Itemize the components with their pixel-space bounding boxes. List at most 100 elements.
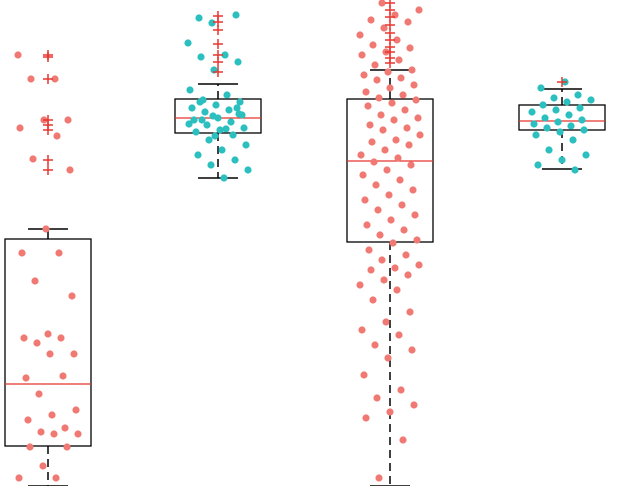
point — [203, 121, 211, 129]
point — [361, 196, 369, 204]
point — [380, 276, 388, 284]
point — [209, 112, 217, 120]
point — [196, 98, 204, 106]
point — [386, 84, 394, 92]
point — [26, 443, 34, 451]
outlier — [43, 52, 53, 62]
point — [227, 118, 235, 126]
outlier — [213, 25, 223, 35]
point — [532, 131, 540, 139]
point — [52, 474, 60, 482]
point — [389, 239, 397, 247]
outlier — [385, 58, 395, 68]
point — [29, 155, 37, 163]
point — [414, 114, 422, 122]
point — [220, 174, 228, 182]
point — [416, 131, 424, 139]
point — [18, 249, 26, 257]
point — [211, 132, 219, 140]
box — [4, 238, 92, 447]
point — [396, 176, 404, 184]
point — [367, 266, 375, 274]
point — [51, 75, 59, 83]
point — [373, 76, 381, 84]
point — [388, 99, 396, 107]
point — [244, 166, 252, 174]
point — [39, 462, 47, 470]
point — [554, 118, 562, 126]
point — [393, 36, 401, 44]
point — [68, 292, 76, 300]
point — [194, 151, 202, 159]
point — [57, 334, 65, 342]
point — [192, 128, 200, 136]
outlier — [43, 125, 53, 135]
point — [398, 201, 406, 209]
point — [399, 436, 407, 444]
point — [373, 394, 381, 402]
point — [231, 156, 239, 164]
point — [545, 146, 553, 154]
point — [235, 110, 243, 118]
point — [415, 261, 423, 269]
point — [59, 372, 67, 380]
point — [408, 66, 416, 74]
point — [387, 216, 395, 224]
point — [550, 94, 558, 102]
point — [356, 281, 364, 289]
point — [384, 354, 392, 362]
point — [221, 51, 229, 59]
point — [394, 154, 402, 162]
point — [571, 166, 579, 174]
outlier — [43, 165, 53, 175]
point — [63, 443, 71, 451]
point — [563, 98, 571, 106]
point — [382, 318, 390, 326]
point — [368, 138, 376, 146]
point — [50, 430, 58, 438]
point — [409, 186, 417, 194]
point — [362, 414, 370, 422]
point — [371, 61, 379, 69]
outlier — [43, 74, 53, 84]
point — [223, 91, 231, 99]
point — [380, 24, 388, 32]
point — [574, 91, 582, 99]
point — [543, 124, 551, 132]
point — [410, 401, 418, 409]
point — [188, 104, 196, 112]
point — [393, 286, 401, 294]
point — [580, 126, 588, 134]
point — [358, 326, 366, 334]
point — [379, 126, 387, 134]
point — [366, 121, 374, 129]
point — [14, 51, 22, 59]
point — [197, 53, 205, 61]
point — [410, 81, 418, 89]
point — [383, 166, 391, 174]
point — [576, 104, 584, 112]
point — [552, 106, 560, 114]
point — [411, 211, 419, 219]
point — [365, 246, 373, 254]
outlier — [213, 39, 223, 49]
point — [27, 75, 35, 83]
point — [374, 206, 382, 214]
outlier — [213, 67, 223, 77]
point — [370, 158, 378, 166]
point — [363, 221, 371, 229]
point — [403, 124, 411, 132]
point — [375, 474, 383, 482]
point — [212, 101, 220, 109]
point — [405, 141, 413, 149]
point — [369, 296, 377, 304]
point — [218, 146, 226, 154]
point — [48, 411, 56, 419]
point — [413, 236, 421, 244]
point — [44, 330, 52, 338]
point — [537, 84, 545, 92]
point — [186, 86, 194, 94]
point — [42, 225, 50, 233]
point — [184, 39, 192, 47]
point — [35, 390, 43, 398]
